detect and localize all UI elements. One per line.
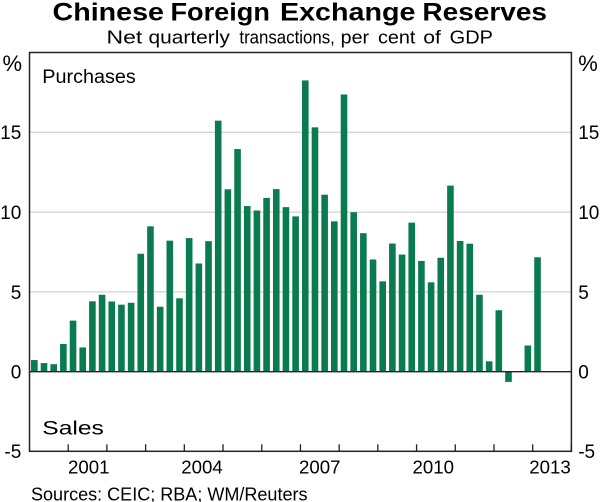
svg-text:%: % bbox=[578, 51, 598, 76]
svg-text:2013: 2013 bbox=[529, 456, 571, 477]
svg-text:10: 10 bbox=[0, 203, 21, 224]
svg-text:Chinese: Chinese bbox=[53, 0, 165, 26]
svg-text:2004: 2004 bbox=[181, 456, 223, 477]
svg-text:Sources: CEIC; RBA; WM/Reuters: Sources: CEIC; RBA; WM/Reuters bbox=[31, 483, 308, 502]
svg-text:10: 10 bbox=[578, 203, 599, 224]
svg-text:2010: 2010 bbox=[413, 456, 455, 477]
svg-text:Reserves: Reserves bbox=[422, 0, 547, 26]
svg-text:0: 0 bbox=[578, 363, 589, 384]
svg-text:Net: Net bbox=[107, 26, 143, 47]
svg-text:Foreign: Foreign bbox=[171, 0, 270, 26]
svg-text:Sales: Sales bbox=[42, 419, 104, 440]
svg-text:quarterly: quarterly bbox=[149, 26, 231, 47]
svg-text:Purchases: Purchases bbox=[42, 67, 136, 88]
svg-text:per: per bbox=[341, 26, 369, 47]
svg-text:%: % bbox=[2, 51, 22, 76]
svg-text:0: 0 bbox=[11, 363, 22, 384]
svg-text:2007: 2007 bbox=[299, 456, 341, 477]
svg-text:5: 5 bbox=[11, 283, 22, 304]
svg-text:cent: cent bbox=[378, 26, 415, 47]
svg-text:5: 5 bbox=[578, 283, 589, 304]
svg-text:Exchange: Exchange bbox=[280, 0, 416, 26]
svg-text:transactions,: transactions, bbox=[239, 26, 334, 47]
svg-text:GDP: GDP bbox=[450, 26, 493, 47]
svg-text:of: of bbox=[423, 26, 442, 47]
svg-text:2001: 2001 bbox=[68, 456, 110, 477]
svg-text:-5: -5 bbox=[4, 442, 21, 463]
svg-text:-5: -5 bbox=[578, 442, 595, 463]
svg-text:15: 15 bbox=[578, 123, 599, 144]
svg-text:15: 15 bbox=[0, 123, 21, 144]
